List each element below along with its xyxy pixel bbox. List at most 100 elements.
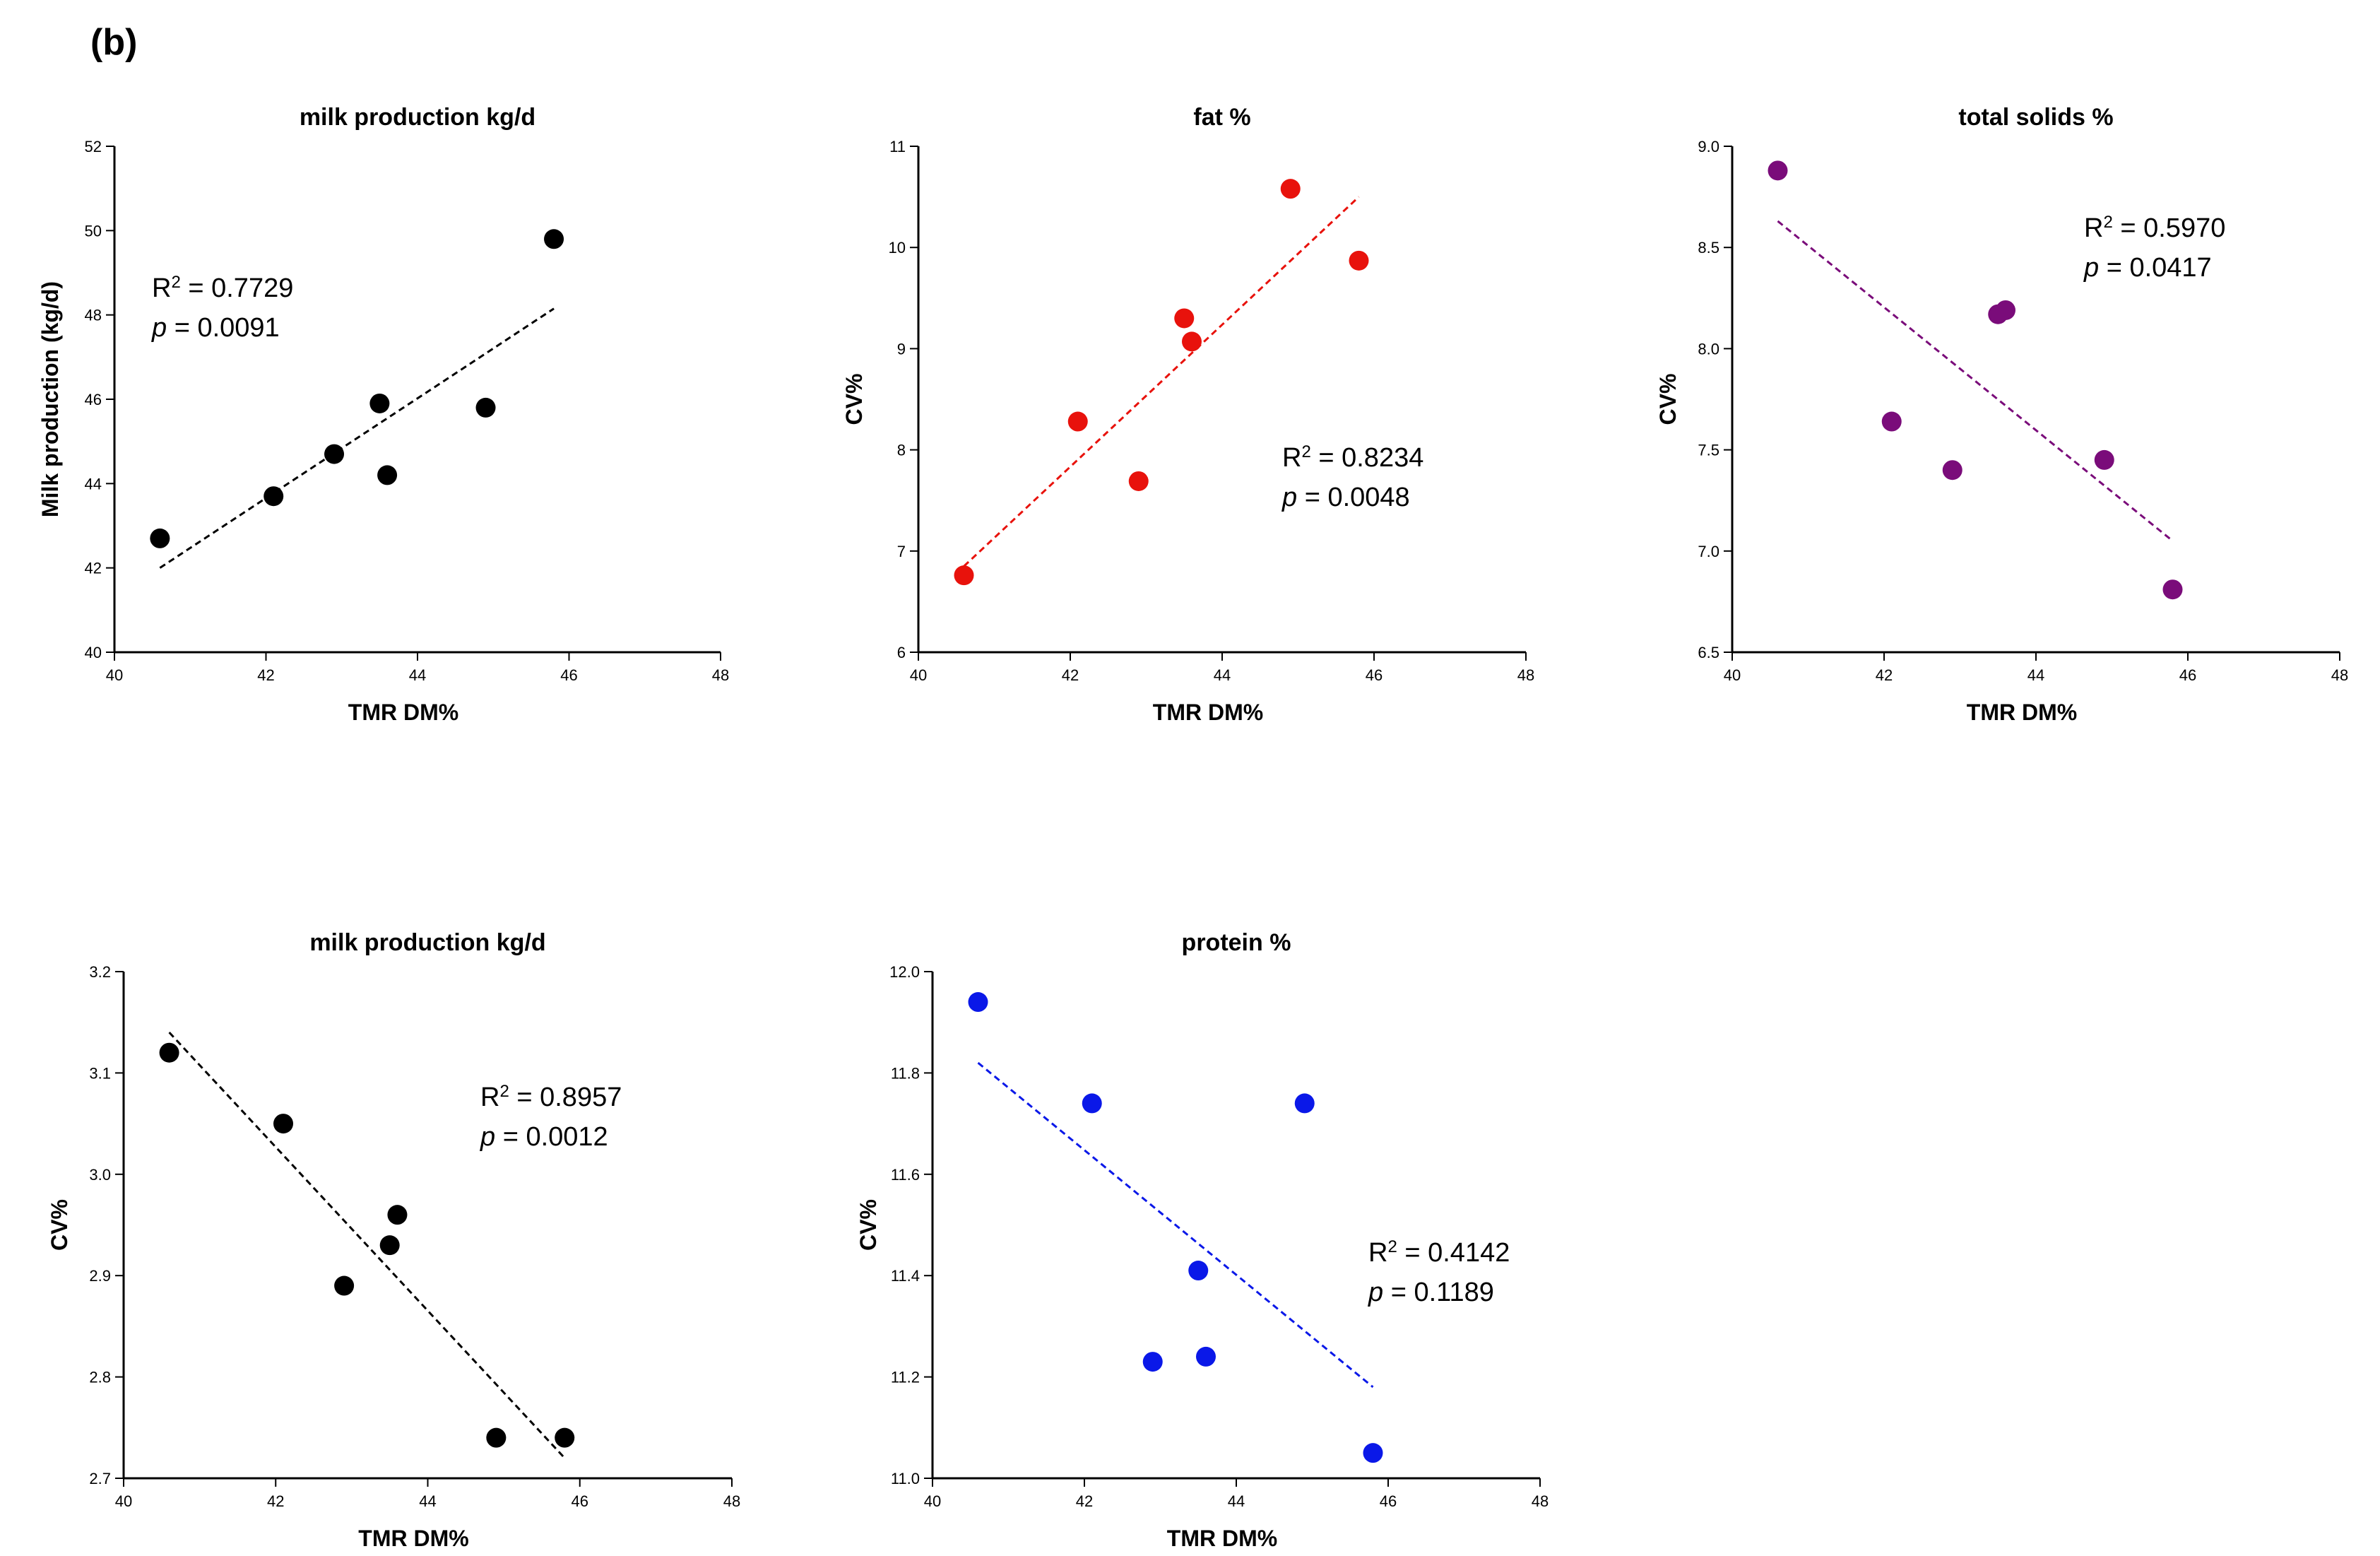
y-tick-label: 7.0 xyxy=(1698,543,1719,560)
y-tick-label: 6 xyxy=(897,644,906,661)
fit-line xyxy=(977,1061,1374,1389)
y-tick-label: 52 xyxy=(85,138,102,155)
r-squared-text: R2 = 0.4142 xyxy=(1368,1237,1510,1268)
y-tick-label: 40 xyxy=(85,644,102,661)
x-tick-label: 44 xyxy=(409,666,426,684)
panel-label: (b) xyxy=(90,22,138,63)
data-point xyxy=(1182,331,1202,352)
r-label: R xyxy=(1368,1238,1387,1268)
y-tick-label: 9 xyxy=(897,340,906,358)
y-tick-label: 2.8 xyxy=(89,1369,111,1386)
y-tick-label: 8.5 xyxy=(1698,239,1719,257)
x-tick-label: 44 xyxy=(2027,666,2044,684)
data-point xyxy=(1996,300,2015,320)
p-value: = 0.1189 xyxy=(1383,1278,1494,1307)
r-squared-value: = 0.5970 xyxy=(2113,213,2226,243)
x-tick-label: 40 xyxy=(106,666,123,684)
y-tick-label: 11.8 xyxy=(891,1064,920,1082)
y-tick-label: 46 xyxy=(85,391,102,408)
y-axis-label: CV% xyxy=(856,1199,881,1251)
data-point xyxy=(1942,460,1962,481)
data-point xyxy=(159,1042,179,1063)
data-point xyxy=(954,565,974,586)
p-label: p xyxy=(1281,483,1297,512)
y-tick-label: 50 xyxy=(85,222,102,240)
x-tick-label: 48 xyxy=(1517,666,1534,684)
y-axis-label: CV% xyxy=(841,374,867,425)
x-tick-label: 42 xyxy=(267,1492,284,1510)
data-point xyxy=(2162,579,2183,600)
y-tick-label: 10 xyxy=(889,239,906,257)
chart-title: protein % xyxy=(1182,929,1291,956)
r-label: R xyxy=(1282,443,1301,473)
y-tick-label: 2.7 xyxy=(89,1470,111,1487)
chart-title: total solids % xyxy=(1958,104,2113,131)
x-tick-label: 46 xyxy=(560,666,577,684)
p-value: = 0.0048 xyxy=(1297,483,1410,512)
x-axis-label: TMR DM% xyxy=(1967,700,2077,725)
y-axis-label: CV% xyxy=(47,1199,72,1251)
r-squared-text: R2 = 0.8957 xyxy=(480,1082,622,1113)
data-point xyxy=(377,465,398,485)
superscript-2: 2 xyxy=(1387,1237,1397,1256)
data-point xyxy=(150,528,170,548)
y-tick-label: 11.4 xyxy=(891,1267,920,1285)
chart-5: protein % 11.0 11.2 11.4 11.6 11.8 12.0 40 42 44 4… xyxy=(856,929,1549,1551)
x-tick-label: 46 xyxy=(572,1492,588,1510)
x-tick-label: 40 xyxy=(115,1492,132,1510)
data-point xyxy=(273,1114,294,1134)
chart-title: fat % xyxy=(1193,104,1250,131)
x-tick-label: 44 xyxy=(419,1492,436,1510)
x-tick-label: 40 xyxy=(1724,666,1741,684)
y-tick-label: 3.2 xyxy=(89,963,111,981)
y-tick-label: 7 xyxy=(897,543,906,560)
data-point xyxy=(387,1205,408,1225)
x-axis-label: TMR DM% xyxy=(1167,1526,1277,1551)
x-tick-label: 42 xyxy=(257,666,274,684)
x-tick-label: 40 xyxy=(924,1492,941,1510)
y-tick-label: 42 xyxy=(85,560,102,577)
r-label: R xyxy=(2084,213,2103,243)
data-point xyxy=(1142,1352,1163,1372)
y-tick-label: 3.1 xyxy=(89,1064,111,1082)
y-tick-label: 6.5 xyxy=(1698,644,1719,661)
p-value: = 0.0091 xyxy=(167,313,280,343)
y-axis-label: CV% xyxy=(1655,374,1681,425)
fit-line xyxy=(159,307,555,569)
r-squared-value: = 0.7729 xyxy=(181,273,294,303)
data-point xyxy=(1128,471,1149,491)
y-tick-label: 11.2 xyxy=(891,1369,920,1386)
x-tick-label: 48 xyxy=(2331,666,2348,684)
x-tick-label: 48 xyxy=(1532,1492,1549,1510)
x-tick-label: 40 xyxy=(910,666,927,684)
data-point xyxy=(324,444,345,464)
x-tick-label: 48 xyxy=(712,666,729,684)
x-axis-label: TMR DM% xyxy=(1153,700,1263,725)
x-tick-label: 46 xyxy=(1380,1492,1397,1510)
y-tick-label: 44 xyxy=(85,475,102,493)
chart-2: fat % 6 7 8 9 10 11 40 42 44 46 48 TMR DM% CV% R2 = 0.… xyxy=(841,104,1534,725)
x-tick-label: 42 xyxy=(1076,1492,1093,1510)
p-value-text: p = 0.0091 xyxy=(151,313,280,343)
data-point xyxy=(264,486,284,507)
data-point xyxy=(1174,308,1195,329)
data-point xyxy=(1349,250,1369,271)
x-axis-label: TMR DM% xyxy=(348,700,458,725)
chart-title: milk production kg/d xyxy=(309,929,545,956)
r-squared-value: = 0.8234 xyxy=(1311,443,1424,473)
p-label: p xyxy=(2083,253,2099,283)
data-point xyxy=(1294,1093,1315,1114)
data-point xyxy=(1363,1443,1383,1463)
r-squared-text: R2 = 0.5970 xyxy=(2084,213,2225,244)
y-tick-label: 8 xyxy=(897,442,906,459)
fit-line xyxy=(168,1032,566,1459)
x-tick-label: 48 xyxy=(723,1492,740,1510)
superscript-2: 2 xyxy=(499,1082,509,1101)
p-value: = 0.0012 xyxy=(495,1122,608,1152)
x-axis-label: TMR DM% xyxy=(358,1526,468,1551)
chart-title: milk production kg/d xyxy=(300,104,535,131)
y-tick-label: 9.0 xyxy=(1698,138,1719,155)
data-point xyxy=(1280,179,1301,199)
p-label: p xyxy=(480,1122,495,1152)
y-tick-label: 7.5 xyxy=(1698,442,1719,459)
